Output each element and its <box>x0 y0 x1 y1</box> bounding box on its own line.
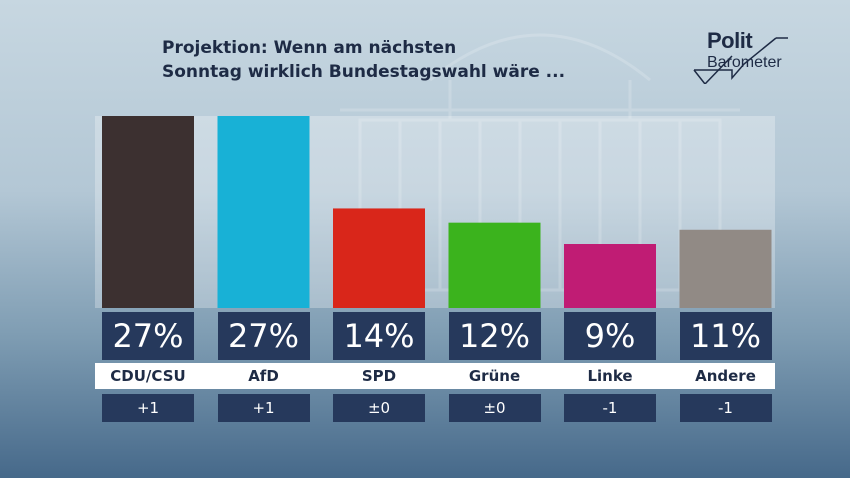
category-label: CDU/CSU <box>110 367 186 385</box>
value-label: 11% <box>679 312 772 360</box>
logo-text-barometer: Barometer <box>707 54 782 71</box>
bar-afd <box>217 116 310 308</box>
category-label: AfD <box>248 367 279 385</box>
title-line-2: Sonntag wirklich Bundestagswahl wäre ... <box>162 62 566 82</box>
value-label: 12% <box>448 312 541 360</box>
logo-text-polit: Polit <box>707 28 753 53</box>
value-label: 14% <box>333 312 425 360</box>
category-label: Linke <box>587 367 633 385</box>
party-label-strip <box>95 363 775 389</box>
change-label: ±0 <box>448 394 541 422</box>
chart-title: Projektion: Wenn am nächsten Sonntag wir… <box>162 36 565 84</box>
change-label: ±0 <box>333 394 425 422</box>
change-label: -1 <box>564 394 656 422</box>
bar-gr-ne <box>448 222 541 308</box>
change-label: +1 <box>102 394 194 422</box>
politbarometer-logo: Polit Barometer <box>688 26 803 84</box>
title-line-1: Projektion: Wenn am nächsten <box>162 38 457 58</box>
value-label: 27% <box>217 312 310 360</box>
change-label: -1 <box>679 394 772 422</box>
change-label: +1 <box>217 394 310 422</box>
value-label: 27% <box>102 312 194 360</box>
category-label: Grüne <box>468 367 521 385</box>
bar-cdu-csu <box>102 116 194 308</box>
value-label: 9% <box>564 312 656 360</box>
bar-linke <box>564 244 656 308</box>
checkmark-icon <box>693 37 788 84</box>
category-label: SPD <box>361 367 397 385</box>
category-label: Andere <box>695 367 756 385</box>
bar-andere <box>679 229 772 308</box>
chart-plot-area <box>95 116 775 308</box>
bar-spd <box>333 208 425 308</box>
